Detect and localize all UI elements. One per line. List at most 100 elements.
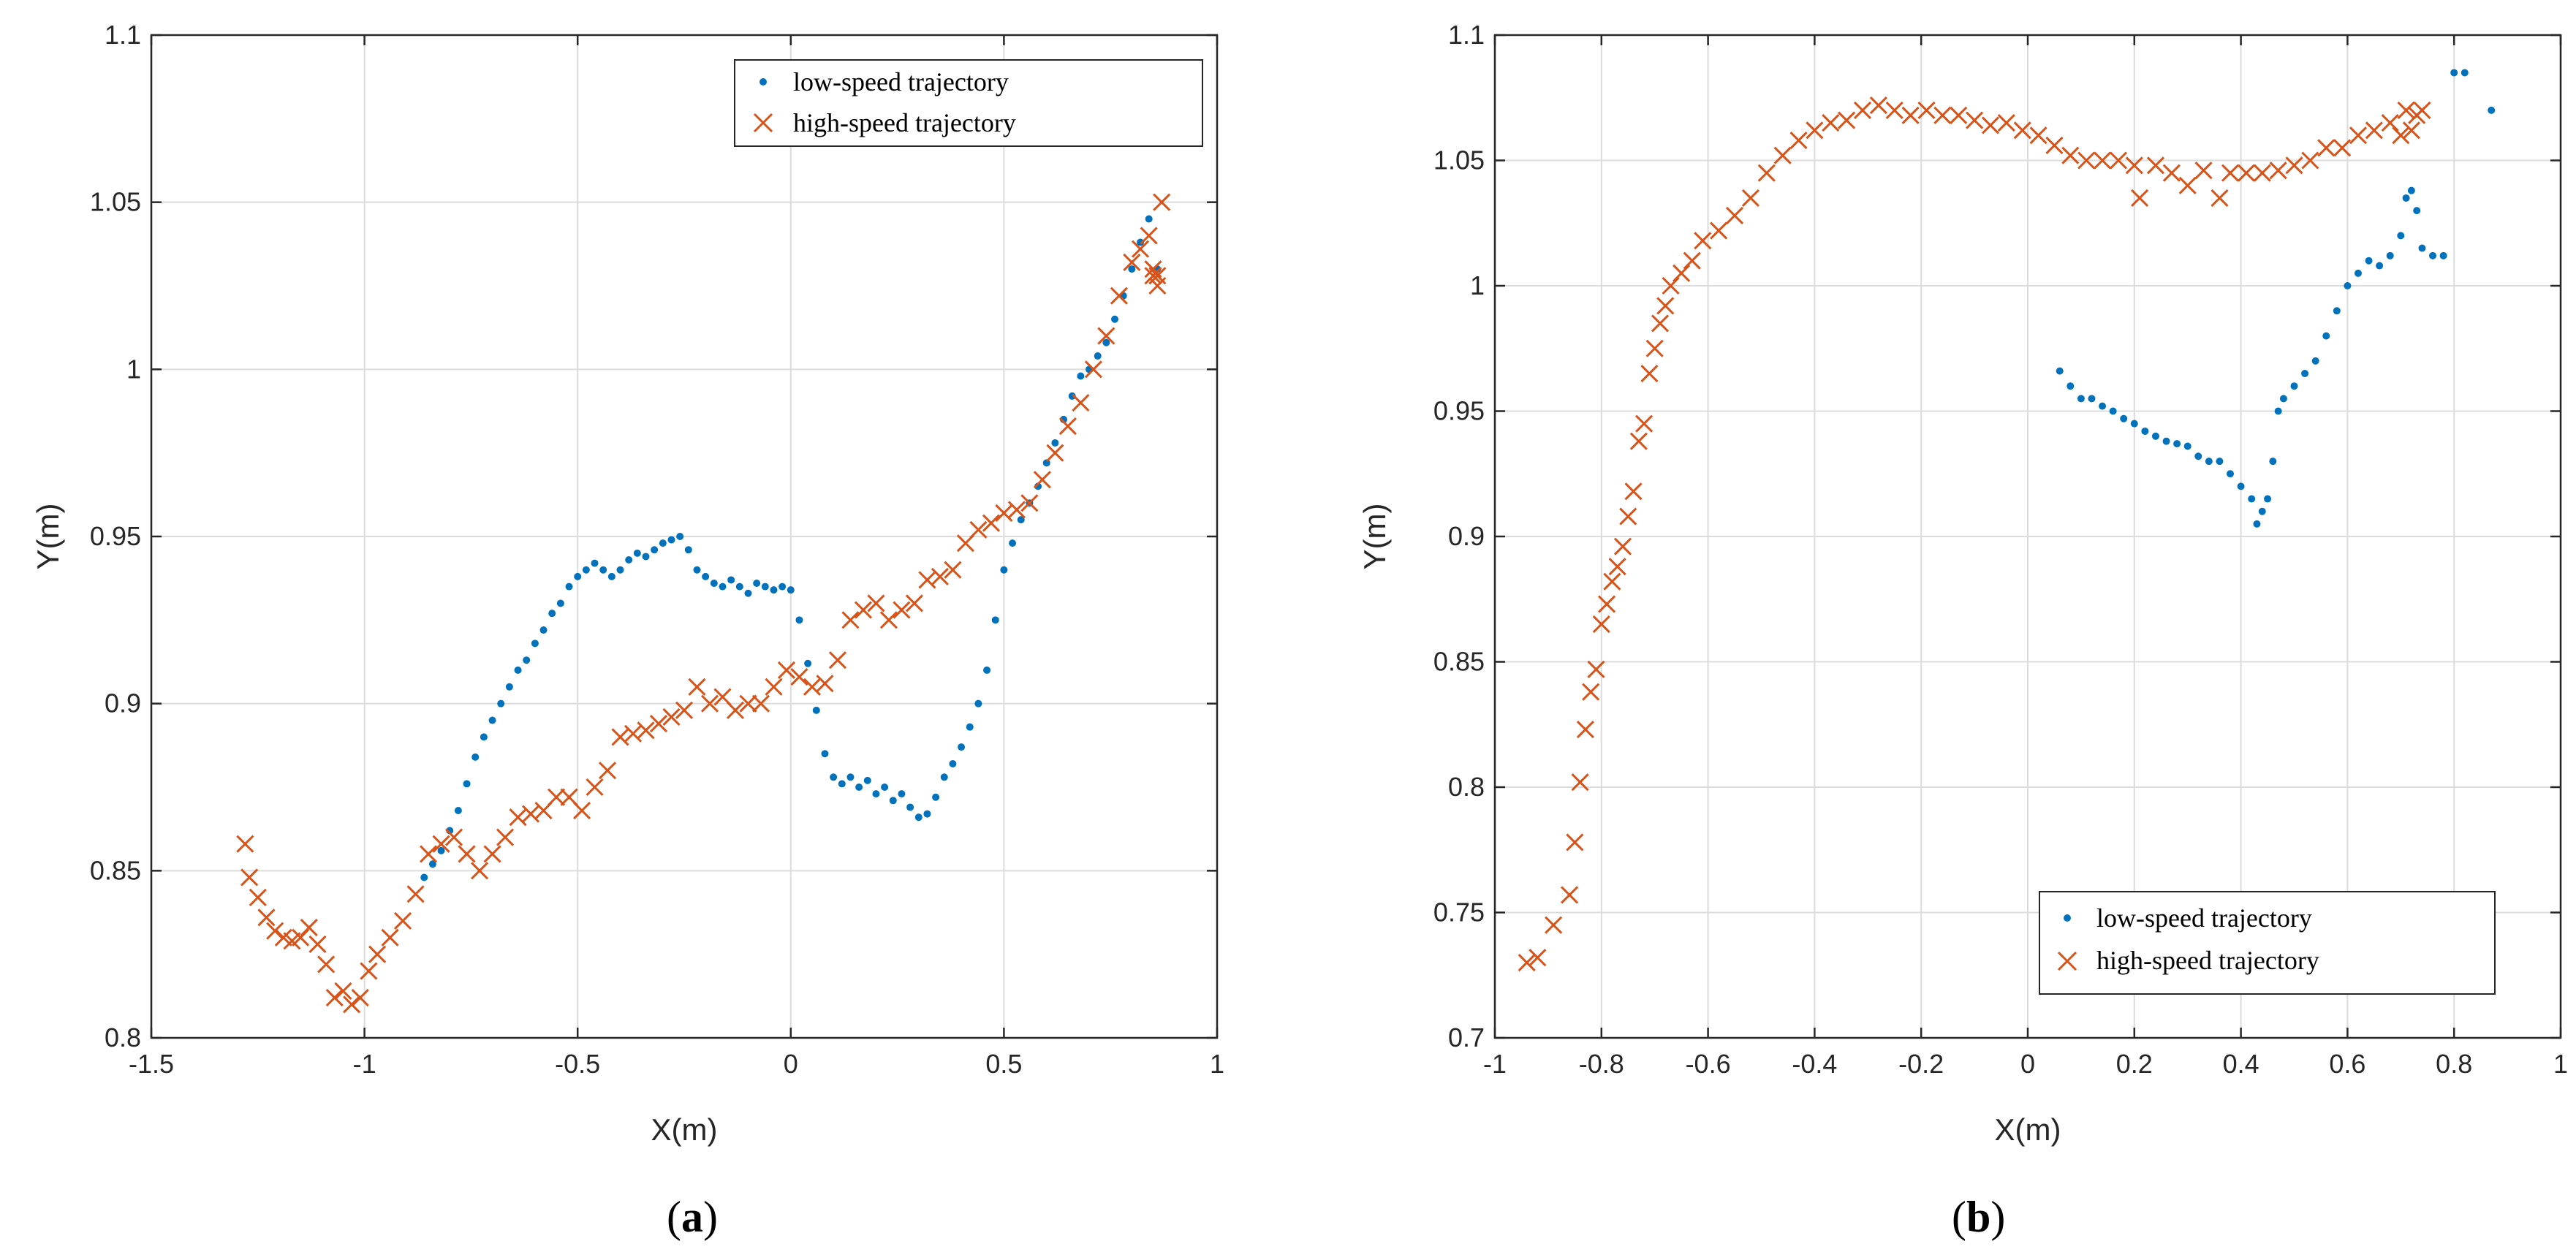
data-point-low-speed: [497, 699, 505, 707]
data-point-low-speed: [855, 784, 863, 791]
x-tick-label: -0.5: [555, 1049, 600, 1079]
data-point-low-speed: [454, 807, 462, 815]
data-point-high-speed: [1131, 240, 1150, 258]
legend-label-low-speed: low-speed trajectory: [793, 67, 1009, 96]
data-point-low-speed: [693, 566, 701, 574]
data-point-high-speed: [1144, 267, 1162, 285]
data-point-high-speed: [1645, 339, 1664, 357]
data-point-low-speed: [863, 776, 871, 784]
data-point-high-speed: [1917, 101, 1936, 119]
data-point-high-speed: [300, 919, 318, 937]
y-tick-label: 1.05: [90, 187, 141, 217]
x-tick-label: -0.4: [1792, 1049, 1837, 1079]
y-tick-label: 0.85: [1433, 647, 1485, 677]
data-point-low-speed: [625, 556, 633, 564]
data-point-high-speed: [1007, 501, 1026, 519]
data-point-low-speed: [2402, 194, 2410, 202]
data-point-low-speed: [787, 586, 795, 594]
data-point-high-speed: [496, 828, 515, 846]
grid-lines: [151, 34, 1218, 1039]
data-point-low-speed: [753, 580, 761, 588]
high-speed-series: [1518, 96, 2431, 972]
data-point-high-speed: [1757, 164, 1776, 182]
data-point-high-speed: [1656, 297, 1675, 315]
data-point-low-speed: [710, 580, 718, 588]
data-point-high-speed: [1672, 264, 1691, 282]
data-point-high-speed: [1566, 833, 1584, 851]
data-point-high-speed: [1613, 537, 1632, 555]
legend-label-high-speed: high-speed trajectory: [2096, 946, 2319, 975]
data-point-high-speed: [521, 805, 540, 823]
data-point-low-speed: [2237, 482, 2245, 490]
chart-panel-b: -1 -0.8 -0.6 -0.4 -0.2 0 0.2 0.4 0.6 0.8 1 0.7 0.75 0…: [1357, 20, 2568, 1241]
data-point-high-speed: [1153, 193, 1171, 211]
data-point-low-speed: [838, 780, 846, 788]
data-point-low-speed: [795, 616, 803, 624]
data-point-high-speed: [726, 701, 745, 719]
data-point-high-speed: [1710, 221, 1728, 240]
data-point-low-speed: [1102, 338, 1110, 346]
data-point-low-speed: [2099, 402, 2107, 410]
data-point-high-speed: [1635, 414, 1653, 433]
data-point-high-speed: [751, 694, 770, 713]
data-point-high-speed: [317, 955, 336, 974]
data-point-high-speed: [236, 835, 254, 853]
data-point-high-speed: [1587, 660, 1605, 678]
x-axis-label: X(m): [1995, 1112, 2061, 1147]
data-point-high-speed: [982, 514, 1000, 532]
data-point-high-speed: [1545, 916, 1563, 934]
data-point-high-speed: [1608, 558, 1626, 576]
data-point-high-speed: [2194, 162, 2213, 180]
data-point-low-speed: [2162, 437, 2170, 445]
data-point-low-speed: [582, 566, 590, 574]
data-point-high-speed: [662, 707, 681, 726]
data-point-low-speed: [574, 572, 582, 580]
data-point-high-speed: [2093, 151, 2112, 170]
data-point-low-speed: [2269, 458, 2277, 466]
data-point-high-speed: [2061, 146, 2080, 164]
y-tick-label: 0.85: [90, 855, 141, 885]
low-speed-series: [2056, 69, 2496, 528]
x-tick-label: 0: [2020, 1049, 2035, 1079]
data-point-low-speed: [2205, 458, 2213, 466]
data-point-low-speed: [523, 656, 531, 664]
legend-label-high-speed: high-speed trajectory: [793, 108, 1016, 137]
data-point-low-speed: [2413, 207, 2421, 215]
data-point-low-speed: [2354, 269, 2362, 277]
data-point-low-speed: [2258, 507, 2266, 515]
legend-label-low-speed: low-speed trajectory: [2096, 903, 2312, 933]
data-point-low-speed: [898, 790, 906, 798]
data-point-high-speed: [445, 828, 463, 846]
data-point-high-speed: [1560, 886, 1579, 904]
data-point-low-speed: [991, 616, 999, 624]
data-point-high-speed: [1981, 116, 2000, 134]
data-point-high-speed: [2146, 156, 2165, 175]
data-point-low-speed: [2376, 262, 2384, 270]
data-point-high-speed: [2413, 101, 2431, 119]
data-point-high-speed: [1046, 444, 1064, 462]
legend-marker-low-speed: [759, 78, 767, 86]
data-point-high-speed: [2131, 189, 2149, 208]
data-point-high-speed: [2402, 121, 2420, 140]
data-point-low-speed: [1017, 516, 1025, 524]
data-point-low-speed: [2151, 432, 2159, 440]
data-point-low-speed: [548, 610, 556, 618]
data-point-high-speed: [586, 778, 604, 797]
data-point-low-speed: [1128, 265, 1136, 273]
data-point-low-speed: [923, 810, 931, 818]
data-point-low-speed: [428, 860, 436, 868]
data-point-high-speed: [700, 694, 719, 713]
data-point-low-speed: [505, 683, 513, 691]
data-point-high-speed: [854, 601, 873, 619]
data-point-high-speed: [675, 701, 694, 719]
data-point-high-speed: [1629, 432, 1648, 450]
y-tick-label: 0.95: [90, 521, 141, 551]
data-point-low-speed: [2397, 232, 2405, 240]
panel-letter-a: a: [681, 1193, 703, 1241]
data-point-low-speed: [2311, 357, 2319, 365]
data-point-high-speed: [2125, 156, 2143, 175]
data-point-high-speed: [1640, 364, 1659, 383]
data-point-high-speed: [1933, 106, 1952, 124]
data-point-high-speed: [406, 885, 425, 903]
